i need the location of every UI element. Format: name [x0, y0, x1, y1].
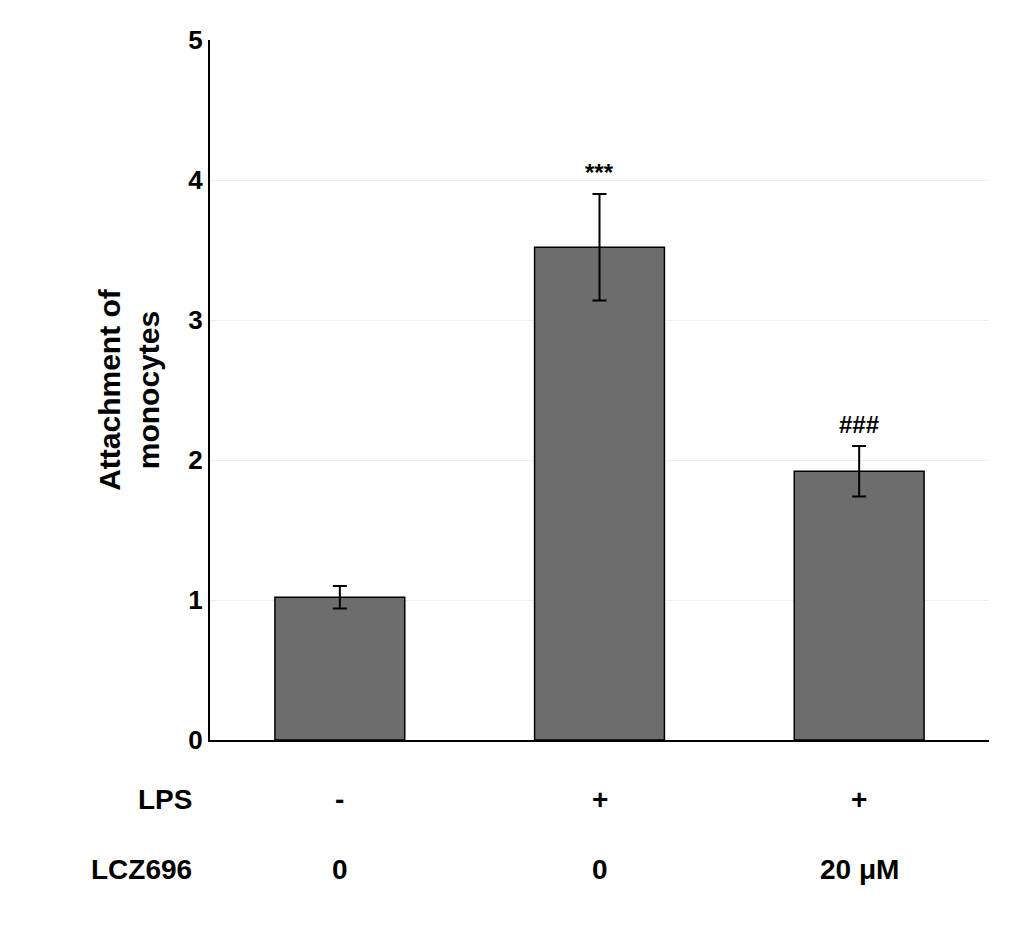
svg-text:3: 3: [188, 305, 202, 335]
svg-text:Attachment ofmonocytes: Attachment ofmonocytes: [93, 288, 165, 491]
svg-text:0: 0: [188, 725, 202, 755]
svg-text:###: ###: [839, 411, 879, 438]
svg-text:1: 1: [188, 585, 202, 615]
svg-text:2: 2: [188, 445, 202, 475]
svg-text:+: +: [592, 784, 608, 815]
svg-text:+: +: [851, 784, 867, 815]
svg-text:5: 5: [188, 25, 202, 55]
svg-text:0: 0: [592, 854, 608, 885]
svg-text:20 μM: 20 μM: [820, 854, 899, 885]
svg-text:LPS: LPS: [138, 784, 192, 815]
svg-text:0: 0: [332, 854, 348, 885]
svg-text:***: ***: [585, 159, 614, 186]
svg-text:4: 4: [188, 165, 203, 195]
svg-text:-: -: [335, 784, 344, 815]
svg-text:LCZ696: LCZ696: [91, 854, 192, 885]
